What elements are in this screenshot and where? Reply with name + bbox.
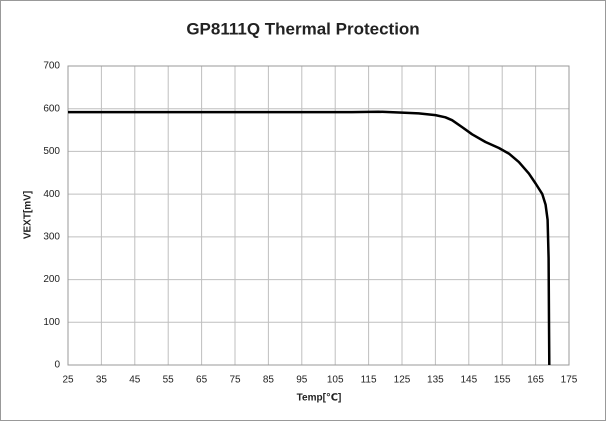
plot-area — [67, 65, 570, 366]
x-tick-label: 85 — [263, 375, 275, 386]
y-tick-label: 200 — [43, 274, 60, 285]
x-tick-label: 145 — [460, 375, 477, 386]
y-tick-label: 300 — [43, 231, 60, 242]
line-series — [68, 110, 551, 366]
x-tick-label: 165 — [527, 375, 544, 386]
x-tick-label: 135 — [427, 375, 444, 386]
x-tick-label: 175 — [561, 375, 578, 386]
x-tick-label: 155 — [494, 375, 511, 386]
y-axis-label: VEXT[mV] — [23, 191, 34, 239]
chart-title: GP8111Q Thermal Protection — [186, 19, 419, 38]
y-tick-label: 400 — [43, 189, 60, 200]
x-tick-label: 75 — [229, 375, 241, 386]
x-tick-label: 55 — [163, 375, 175, 386]
x-tick-label: 95 — [296, 375, 308, 386]
x-axis-label: Temp[℃] — [297, 393, 342, 404]
y-tick-label: 700 — [43, 61, 60, 72]
x-tick-label: 105 — [327, 375, 344, 386]
x-tick-label: 65 — [196, 375, 208, 386]
y-tick-label: 100 — [43, 317, 60, 328]
y-tick-label: 600 — [43, 103, 60, 114]
x-tick-label: 125 — [394, 375, 411, 386]
y-tick-label: 500 — [43, 146, 60, 157]
x-tick-label: 115 — [361, 375, 377, 386]
x-tick-label: 25 — [62, 375, 74, 386]
x-tick-label: 45 — [129, 375, 141, 386]
y-tick-label: 0 — [54, 360, 60, 371]
x-tick-label: 35 — [96, 375, 108, 386]
